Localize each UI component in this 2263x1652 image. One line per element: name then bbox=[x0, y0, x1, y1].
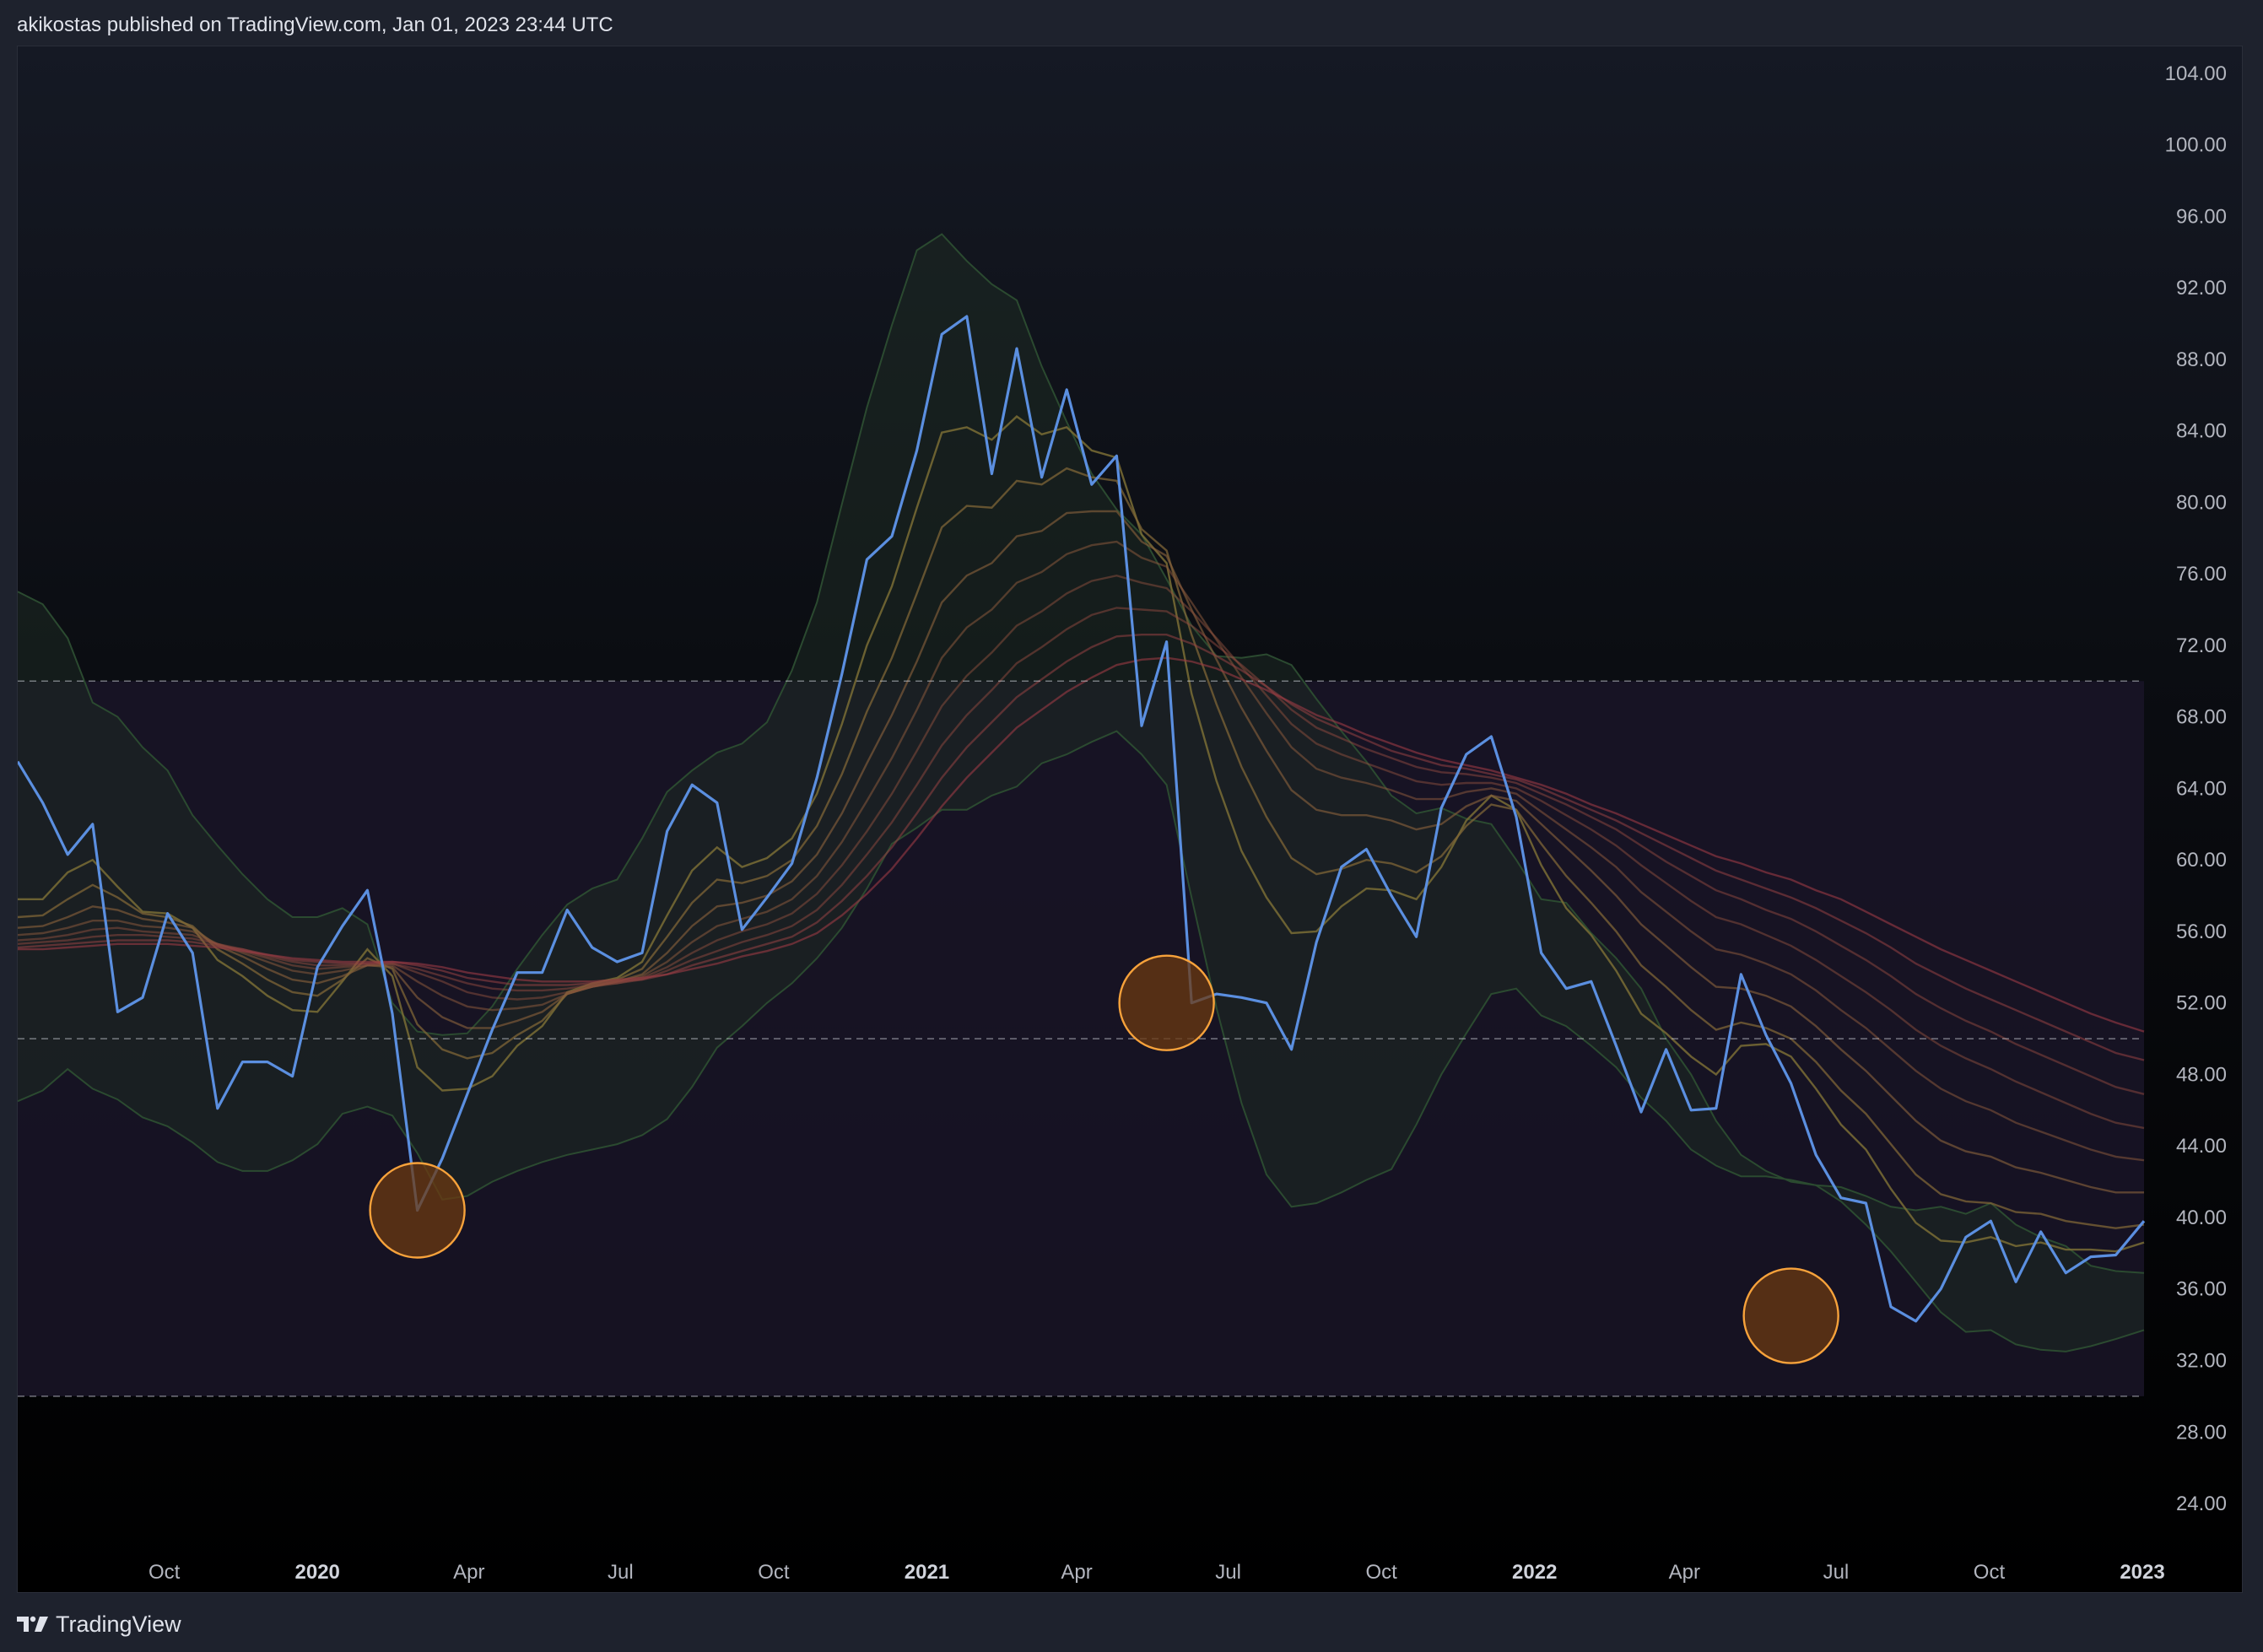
chart-header: akikostas published on TradingView.com, … bbox=[0, 0, 2263, 46]
y-tick-label: 104.00 bbox=[2165, 62, 2227, 85]
y-tick-label: 72.00 bbox=[2176, 634, 2227, 657]
price-chart[interactable]: 104.00 100.00 96.00 92.00 88.00 84.00 80.00 76.… bbox=[18, 46, 2243, 1593]
band-fill bbox=[18, 234, 2144, 1352]
y-tick-label: 96.00 bbox=[2176, 205, 2227, 228]
ribbon-line-2 bbox=[18, 467, 2145, 1229]
y-tick-label: 32.00 bbox=[2176, 1350, 2227, 1373]
x-tick-label: Oct bbox=[149, 1561, 181, 1584]
chart-footer: TradingView bbox=[0, 1593, 2263, 1652]
x-tick-label: Jul bbox=[608, 1561, 634, 1584]
tradingview-logo[interactable]: TradingView bbox=[17, 1612, 181, 1637]
y-tick-label: 56.00 bbox=[2176, 920, 2227, 943]
x-tick-label: Apr bbox=[453, 1561, 484, 1584]
ribbon-line-7 bbox=[18, 634, 2145, 1061]
y-tick-label: 68.00 bbox=[2176, 706, 2227, 729]
y-tick-label: 76.00 bbox=[2176, 563, 2227, 586]
y-tick-label: 60.00 bbox=[2176, 849, 2227, 872]
x-tick-label: 2020 bbox=[295, 1561, 340, 1584]
y-tick-label: 36.00 bbox=[2176, 1278, 2227, 1301]
y-tick-label: 40.00 bbox=[2176, 1207, 2227, 1229]
y-tick-label: 24.00 bbox=[2176, 1493, 2227, 1515]
y-tick-label: 92.00 bbox=[2176, 277, 2227, 300]
y-tick-label: 48.00 bbox=[2176, 1063, 2227, 1086]
x-tick-label: Apr bbox=[1061, 1561, 1092, 1584]
x-tick-label: Jul bbox=[1215, 1561, 1241, 1584]
tradingview-logo-icon bbox=[17, 1616, 48, 1632]
y-tick-label: 52.00 bbox=[2176, 992, 2227, 1015]
attribution-text: akikostas published on TradingView.com, … bbox=[17, 13, 613, 36]
y-tick-label: 28.00 bbox=[2176, 1421, 2227, 1444]
band-lower-line bbox=[18, 730, 2145, 1352]
x-tick-label: 2022 bbox=[1512, 1561, 1557, 1584]
x-tick-label: Apr bbox=[1669, 1561, 1700, 1584]
x-tick-label: Jul bbox=[1823, 1561, 1850, 1584]
price-line[interactable] bbox=[18, 315, 2146, 1323]
x-tick-label: Oct bbox=[758, 1561, 790, 1584]
ribbon-line-8 bbox=[18, 656, 2145, 1033]
x-tick-label: Oct bbox=[1974, 1561, 2006, 1584]
y-tick-label: 64.00 bbox=[2176, 777, 2227, 800]
brand-name: TradingView bbox=[56, 1611, 181, 1637]
ribbon-line-5 bbox=[18, 574, 2145, 1130]
x-tick-label: Oct bbox=[1366, 1561, 1398, 1584]
x-tick-label: 2023 bbox=[2120, 1561, 2164, 1584]
highlight-marker-3[interactable] bbox=[1742, 1267, 1839, 1364]
y-tick-label: 84.00 bbox=[2176, 420, 2227, 443]
x-tick-label: 2021 bbox=[905, 1561, 949, 1584]
highlight-marker-1[interactable] bbox=[369, 1162, 466, 1259]
chart-panel[interactable]: 104.00 100.00 96.00 92.00 88.00 84.00 80.00 76.… bbox=[17, 46, 2243, 1593]
y-tick-label: 80.00 bbox=[2176, 491, 2227, 514]
y-tick-label: 88.00 bbox=[2176, 348, 2227, 371]
y-tick-label: 44.00 bbox=[2176, 1135, 2227, 1158]
highlight-marker-2[interactable] bbox=[1118, 954, 1215, 1051]
y-tick-label: 100.00 bbox=[2165, 134, 2227, 157]
